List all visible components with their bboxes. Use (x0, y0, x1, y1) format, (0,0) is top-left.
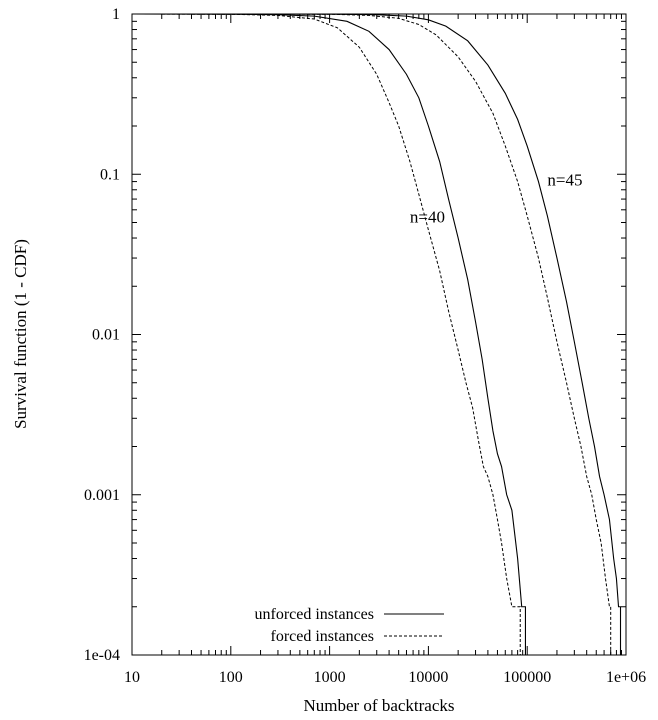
x-tick-label: 100 (219, 669, 243, 686)
x-tick-label: 1000 (314, 669, 346, 686)
annotation-n40: n=40 (410, 207, 445, 226)
x-tick-label: 1e+06 (606, 669, 646, 686)
x-tick-label: 100000 (503, 669, 551, 686)
x-tick-label: 10 (124, 669, 140, 686)
y-axis-label: Survival function (1 - CDF) (11, 239, 30, 429)
x-axis-label: Number of backtracks (303, 696, 454, 715)
series-line-n40-forced (131, 13, 521, 655)
x-tick-label: 10000 (408, 669, 448, 686)
x-tick-labels: 10 100 1000 10000 100000 1e+06 (124, 669, 646, 686)
series-group (131, 13, 622, 655)
legend: unforced instances forced instances (254, 606, 444, 645)
plot-frame (131, 13, 627, 656)
legend-label-unforced: unforced instances (254, 606, 374, 623)
y-tick-label: 1e-04 (84, 647, 120, 664)
axis-ticks (131, 13, 627, 656)
y-tick-label: 0.01 (92, 327, 120, 344)
y-tick-label: 0.001 (84, 487, 120, 504)
legend-label-forced: forced instances (270, 628, 374, 645)
annotation-n45: n=45 (547, 171, 582, 190)
series-line-n45-forced (131, 13, 612, 655)
series-line-n40-unforced (131, 13, 526, 655)
y-tick-label: 0.1 (100, 166, 120, 183)
y-tick-labels: 1e-04 0.001 0.01 0.1 1 (84, 6, 120, 664)
series-line-n45-unforced (131, 13, 622, 655)
y-tick-label: 1 (112, 6, 120, 23)
